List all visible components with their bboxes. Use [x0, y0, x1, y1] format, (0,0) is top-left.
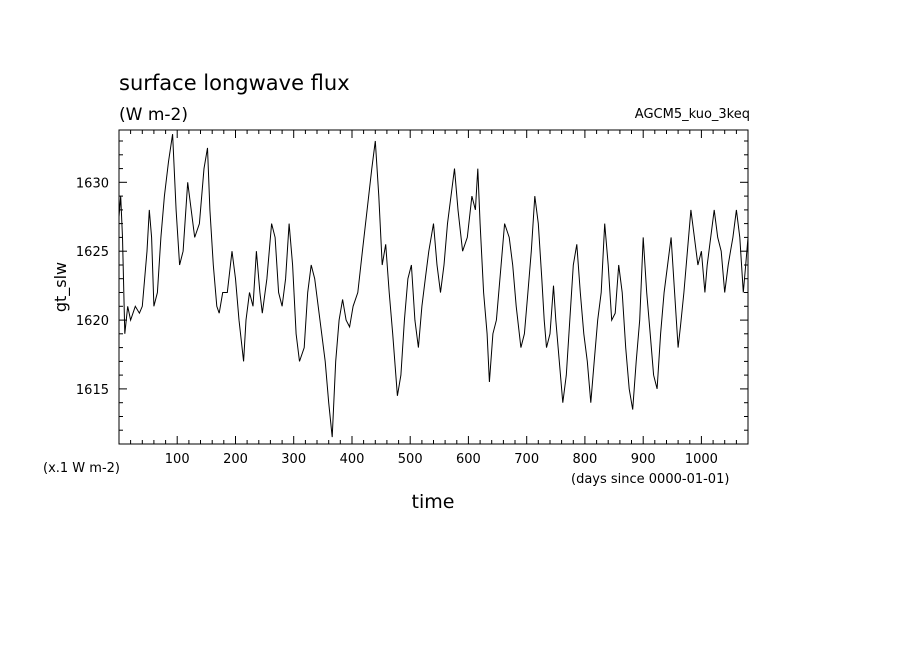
x-tick-label: 900 — [631, 452, 656, 467]
x-axis: 100 200 300 400 500 600 700 800 900 1000 — [165, 130, 718, 467]
y-unit-note: (x.1 W m-2) — [43, 461, 120, 476]
x-tick-label: 200 — [223, 452, 248, 467]
experiment-label: AGCM5_kuo_3keq — [635, 107, 750, 122]
y-tick-label: 1620 — [76, 314, 109, 329]
x-tick-label: 100 — [165, 452, 190, 467]
y-tick-label: 1615 — [76, 383, 109, 398]
chart-title: surface longwave flux — [119, 71, 350, 95]
y-axis-label: gt_slw — [51, 262, 71, 312]
series-line — [118, 134, 749, 438]
x-axis-label: time — [412, 491, 455, 513]
x-tick-label: 600 — [456, 452, 481, 467]
x-tick-label: 700 — [514, 452, 539, 467]
x-tick-label: 400 — [340, 452, 365, 467]
x-tick-label: 1000 — [685, 452, 718, 467]
chart-subtitle: (W m-2) — [119, 105, 188, 125]
y-axis: 1615 1620 1625 1630 — [76, 176, 748, 398]
x-tick-label: 800 — [572, 452, 597, 467]
y-tick-label: 1630 — [76, 176, 109, 191]
minor-ticks — [119, 130, 748, 444]
y-tick-label: 1625 — [76, 245, 109, 260]
x-tick-label: 500 — [398, 452, 423, 467]
x-unit-note: (days since 0000-01-01) — [571, 472, 729, 487]
x-tick-label: 300 — [281, 452, 306, 467]
